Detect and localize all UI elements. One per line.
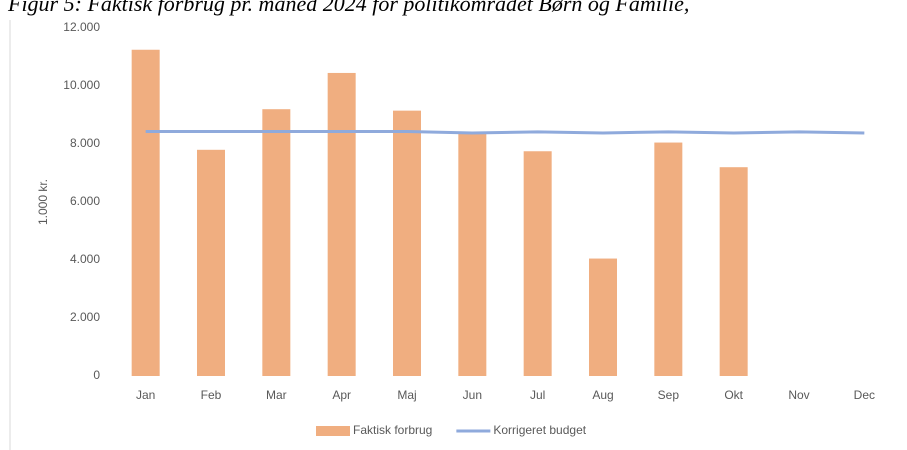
y-tick-label: 12.000 bbox=[63, 20, 100, 34]
y-tick-label: 4.000 bbox=[70, 252, 100, 266]
legend-swatch bbox=[316, 426, 350, 436]
x-tick-label: Apr bbox=[332, 388, 351, 402]
x-tick-label: Jan bbox=[136, 388, 155, 402]
x-tick-label: Aug bbox=[592, 388, 613, 402]
y-tick-label: 0 bbox=[93, 368, 100, 382]
y-tick-label: 2.000 bbox=[70, 310, 100, 324]
y-axis-label: 1.000 kr. bbox=[36, 179, 50, 225]
x-tick-label: Sep bbox=[658, 388, 680, 402]
x-tick-label: Dec bbox=[854, 388, 875, 402]
bar bbox=[131, 49, 160, 376]
bar bbox=[589, 258, 617, 376]
line bbox=[145, 130, 865, 135]
bar bbox=[393, 110, 421, 377]
bar bbox=[654, 142, 683, 376]
bar bbox=[719, 167, 748, 376]
legend-label: Korrigeret budget bbox=[493, 423, 586, 437]
y-tick-label: 10.000 bbox=[63, 78, 100, 92]
bar bbox=[262, 109, 291, 376]
x-tick-label: Nov bbox=[788, 388, 809, 402]
x-tick-label: Mar bbox=[266, 388, 287, 402]
bar bbox=[523, 151, 552, 376]
x-tick-label: Jun bbox=[463, 388, 482, 402]
x-tick-label: Jul bbox=[530, 388, 545, 402]
y-tick-label: 8.000 bbox=[70, 136, 100, 150]
x-tick-label: Okt bbox=[724, 388, 743, 402]
bar bbox=[197, 149, 225, 376]
bar bbox=[327, 72, 356, 376]
legend-label: Faktisk forbrug bbox=[353, 423, 432, 437]
chart-title: Figur 5: Faktisk forbrug pr. måned 2024 … bbox=[7, 0, 689, 16]
x-tick-label: Maj bbox=[397, 388, 416, 402]
x-tick-label: Feb bbox=[201, 388, 222, 402]
bar bbox=[458, 132, 487, 376]
y-tick-label: 6.000 bbox=[70, 194, 100, 208]
